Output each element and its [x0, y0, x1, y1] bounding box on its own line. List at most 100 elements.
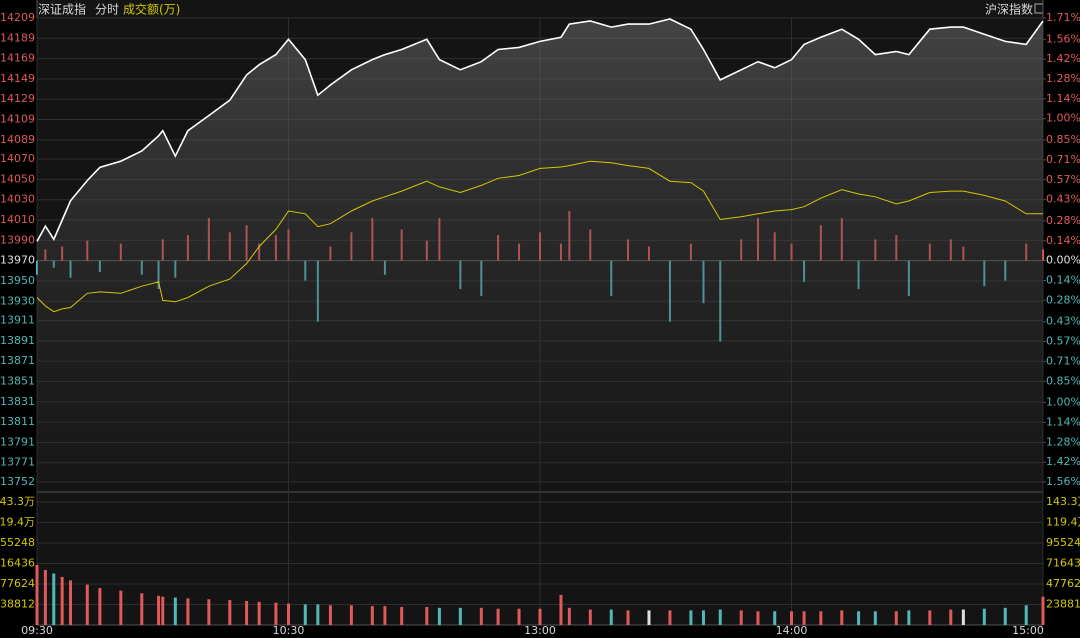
- volume-tick-label: 716436: [0, 557, 35, 570]
- y2-tick-label: 0.43%: [1046, 193, 1080, 206]
- y-tick-label: 13891: [0, 334, 35, 347]
- y-tick-label: 13871: [0, 354, 35, 367]
- volume-bar: [668, 610, 672, 625]
- volume-bar: [287, 603, 290, 625]
- volume-bar: [328, 605, 332, 625]
- y2-tick-label: 0.28%: [1046, 293, 1080, 306]
- y2-tick-label: 1.42%: [1046, 455, 1080, 468]
- y-tick-label: 14089: [0, 133, 35, 146]
- volume-bar: [756, 611, 760, 625]
- volume-bar: [458, 607, 462, 625]
- mode-tab[interactable]: 分时: [95, 3, 119, 17]
- volume-bar: [790, 611, 793, 625]
- y-tick-label: 13752: [0, 475, 35, 488]
- y-tick-label: 13990: [0, 233, 35, 246]
- y-tick-label: 13930: [0, 294, 35, 307]
- volume-tick-label: 716436: [1046, 557, 1080, 570]
- volume-tick-label: 119.4万: [1046, 516, 1080, 529]
- volume-bar: [961, 609, 965, 625]
- volume-bar: [437, 607, 441, 625]
- y-tick-label: 14169: [0, 52, 35, 65]
- volume-bar: [370, 606, 374, 625]
- x-tick-label: 15:00: [1012, 624, 1044, 637]
- volume-bar: [1024, 605, 1028, 625]
- x-tick-label: 09:30: [21, 624, 53, 637]
- volume-bar: [701, 610, 705, 625]
- volume-bar: [949, 609, 953, 625]
- y2-tick-label: 1.00%: [1046, 112, 1080, 125]
- volume-bar: [982, 608, 986, 625]
- volume-bar: [496, 608, 500, 625]
- volume-bar: [119, 590, 123, 625]
- y2-tick-label: 0.57%: [1046, 335, 1080, 348]
- y2-tick-label: 0.71%: [1046, 153, 1080, 166]
- volume-bar: [588, 609, 592, 625]
- volume-bar: [819, 611, 823, 625]
- volume-bar: [479, 607, 483, 625]
- compare-legend[interactable]: 沪深指数: [985, 2, 1033, 17]
- y2-tick-label: 0.43%: [1046, 315, 1080, 328]
- y2-tick-label: 1.42%: [1046, 52, 1080, 65]
- y-tick-label: 14030: [0, 193, 35, 206]
- y2-tick-label: 0.00%: [1046, 254, 1080, 267]
- y2-tick-label: 0.14%: [1046, 234, 1080, 247]
- y2-tick-label: 0.57%: [1046, 173, 1080, 186]
- series-line: [36, 160, 1043, 313]
- volume-bar: [43, 570, 47, 625]
- y2-tick-label: 1.14%: [1046, 415, 1080, 428]
- y2-tick-label: 1.14%: [1046, 92, 1080, 105]
- volume-bar: [567, 607, 571, 625]
- y2-tick-label: 1.28%: [1046, 72, 1080, 85]
- volume-bar: [161, 596, 165, 625]
- volume-bar: [207, 599, 211, 625]
- y2-tick-label: 1.28%: [1046, 435, 1080, 448]
- volume-tick-label: 955248: [1046, 536, 1080, 549]
- y-tick-label: 14189: [0, 31, 35, 44]
- volume-bar: [316, 604, 320, 625]
- volume-bar: [840, 610, 844, 625]
- volume-tick-label: 143.3万: [0, 495, 35, 508]
- volume-bar: [1003, 607, 1007, 625]
- y-tick-label: 13771: [0, 456, 35, 469]
- y2-tick-label: 0.14%: [1046, 274, 1080, 287]
- volume-bar: [245, 600, 249, 625]
- volume-bar: [517, 608, 521, 625]
- volume-bar: [873, 611, 877, 625]
- y-tick-label: 14070: [0, 152, 35, 165]
- volume-bar: [157, 595, 161, 625]
- volume-bar: [274, 602, 278, 625]
- volume-tick-label: 477624: [0, 577, 35, 590]
- y2-tick-label: 1.56%: [1046, 32, 1080, 45]
- volume-tick-label: 477624: [1046, 577, 1080, 590]
- volume-bar: [186, 598, 190, 625]
- y2-tick-label: 0.85%: [1046, 133, 1080, 146]
- y-tick-label: 14010: [0, 213, 35, 226]
- volume-tick-label: 119.4万: [0, 516, 35, 529]
- x-tick-label: 13:00: [524, 624, 556, 637]
- volume-bar: [35, 564, 39, 625]
- volume-bar: [928, 610, 932, 625]
- y-tick-label: 13970: [0, 254, 35, 267]
- volume-bar: [383, 606, 387, 625]
- volume-bar: [257, 601, 261, 625]
- volume-bar: [689, 610, 693, 625]
- volume-bar: [609, 609, 613, 625]
- price-area: [37, 19, 1043, 482]
- volume-bar: [173, 597, 177, 625]
- y2-tick-label: 0.71%: [1046, 354, 1080, 367]
- y-tick-label: 14209: [0, 11, 35, 24]
- y-tick-label: 14129: [0, 92, 35, 105]
- volume-bar: [98, 588, 102, 625]
- indicator-label[interactable]: 成交额(万): [123, 2, 180, 17]
- volume-bar: [85, 584, 89, 625]
- volume-bar: [538, 608, 542, 625]
- volume-bar: [1041, 596, 1045, 625]
- y-tick-label: 13851: [0, 374, 35, 387]
- y2-tick-label: 0.28%: [1046, 214, 1080, 227]
- volume-bar: [559, 594, 563, 625]
- y2-tick-label: 0.85%: [1046, 374, 1080, 387]
- volume-bar: [718, 609, 722, 625]
- x-tick-label: 10:30: [273, 624, 305, 637]
